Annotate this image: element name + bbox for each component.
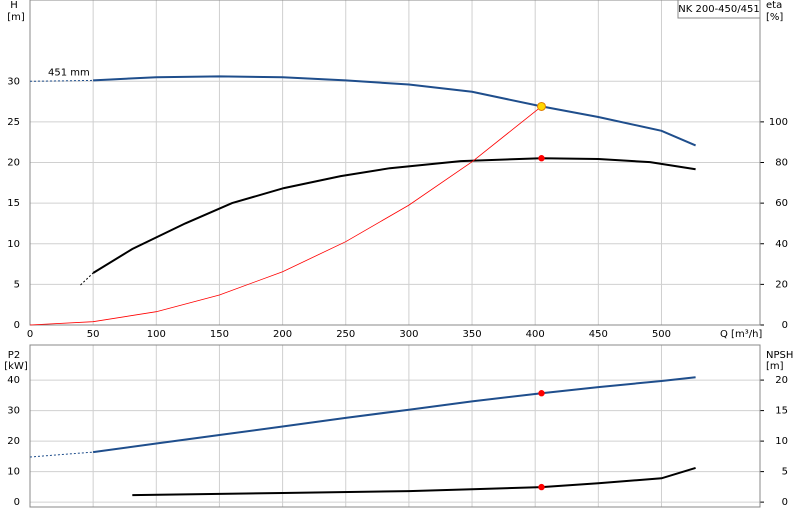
y-tick-label: 30	[7, 406, 20, 417]
y2-label: NPSH	[766, 350, 793, 361]
annotation: 451 mm	[48, 67, 90, 78]
y2-tick-label: 20	[775, 375, 788, 386]
y2-tick-label: 20	[775, 279, 788, 290]
title-box	[677, 0, 761, 19]
y-tick-label: 40	[7, 375, 20, 386]
plot-frame	[29, 344, 761, 508]
plot-frame	[29, 0, 761, 326]
y2-tick-label: 40	[775, 239, 788, 250]
series-line	[92, 376, 696, 454]
x-tick-label: 100	[147, 329, 166, 340]
y2-tick-label: 5	[782, 467, 788, 478]
y-unit: [kW]	[4, 361, 28, 372]
x-tick-label: 300	[399, 329, 418, 340]
y2-label: eta	[766, 0, 782, 11]
y2-tick-label: 15	[775, 406, 788, 417]
series-line	[29, 451, 94, 458]
series-line	[80, 272, 94, 286]
operating-point	[538, 483, 545, 491]
x-label: Q [m³/h]	[720, 329, 762, 340]
y-tick-label: 20	[7, 158, 20, 169]
y-tick-label: 20	[7, 436, 20, 447]
operating-point	[538, 155, 545, 162]
y-tick-label: 25	[7, 117, 20, 128]
y2-tick-label: 0	[782, 320, 788, 331]
y2-tick-label: 80	[775, 158, 788, 169]
y2-unit: [m]	[766, 361, 784, 372]
y2-tick-label: 0	[782, 497, 788, 508]
y2-tick-label: 10	[775, 436, 788, 447]
operating-point	[537, 101, 547, 111]
operating-point	[538, 390, 545, 397]
x-tick-label: 50	[87, 329, 100, 340]
chart-title: NK 200-450/451	[678, 4, 759, 15]
series-line	[29, 79, 94, 82]
y-tick-label: 0	[14, 320, 20, 331]
y-tick-label: 30	[7, 76, 20, 87]
x-tick-label: 450	[589, 329, 608, 340]
x-tick-label: 150	[210, 329, 229, 340]
series-line	[92, 157, 696, 274]
series-line	[93, 75, 696, 147]
series-line	[29, 106, 542, 326]
x-tick-label: 400	[526, 329, 545, 340]
y-tick-label: 15	[7, 198, 20, 209]
y-label: P2	[8, 350, 20, 361]
y-unit: [m]	[7, 12, 25, 23]
y-label: H	[10, 0, 18, 11]
x-tick-label: 350	[462, 329, 481, 340]
y-tick-label: 5	[14, 279, 20, 290]
y-tick-label: 10	[7, 467, 20, 478]
y2-tick-label: 100	[769, 117, 788, 128]
x-tick-label: 250	[336, 329, 355, 340]
x-tick-label: 500	[652, 329, 671, 340]
x-tick-label: 0	[27, 329, 33, 340]
x-tick-label: 200	[273, 329, 292, 340]
y-tick-label: 0	[14, 497, 20, 508]
y-tick-label: 10	[7, 239, 20, 250]
y2-tick-label: 60	[775, 198, 788, 209]
series-line	[132, 466, 696, 497]
y2-unit: [%]	[766, 12, 783, 23]
